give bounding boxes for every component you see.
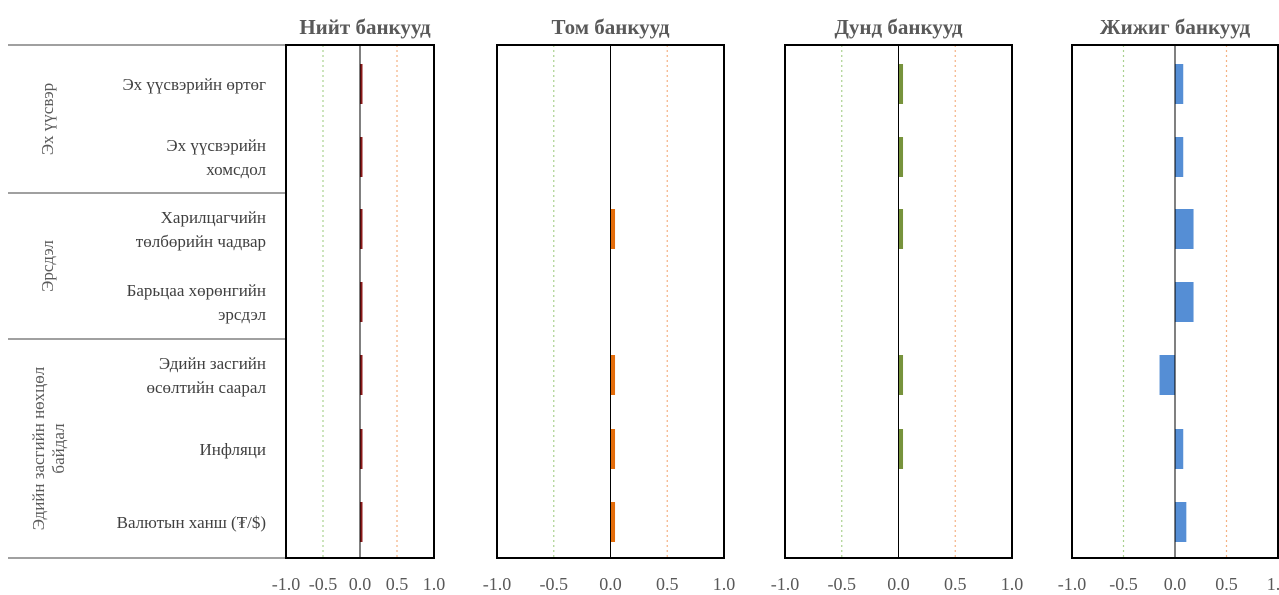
bar (360, 64, 363, 104)
panel-2: Том банкууд -1.0 -0.5 0.0 0.5 1.0 (483, 15, 736, 594)
category-label: Харилцагчийн төлбөрийн чадвар (136, 208, 266, 251)
category-label: Валютын ханш (₮/$) (117, 513, 266, 532)
bar (898, 64, 904, 104)
panel-title: Жижиг банкууд (1100, 15, 1251, 39)
bar (898, 355, 904, 395)
bar (610, 209, 616, 249)
bar (1175, 64, 1184, 104)
panel-frame (784, 44, 1013, 559)
bar (360, 137, 363, 177)
category-axis: Эх үүсвэр Эрсдэл Эдийн засгийн нөхцөлбайда… (8, 44, 286, 559)
bar (610, 355, 616, 395)
panel-title: Том банкууд (552, 15, 670, 39)
category-label: Эх үүсвэрийн хомсдол (166, 136, 266, 179)
bar (360, 502, 363, 542)
panel-4: Жижиг банкууд -1.0 -0.5 0.0 0.5 1.0 (1058, 15, 1279, 594)
tick-label: 1.0 (1001, 574, 1024, 594)
category-label: Эдийн засгийн өсөлтийн саарал (146, 354, 266, 397)
tick-label: -0.5 (309, 574, 338, 594)
bar (610, 502, 616, 542)
tick-label: -1.0 (272, 574, 301, 594)
panel-frame (496, 44, 725, 559)
tick-label: 0.0 (599, 574, 622, 594)
bar (1175, 282, 1194, 322)
category-label: Инфляци (200, 440, 266, 459)
tick-label: 0.5 (1215, 574, 1238, 594)
bar (1175, 209, 1194, 249)
tick-label: 1.0 (1267, 574, 1279, 594)
panel-title: Нийт банкууд (299, 15, 431, 39)
category-label: Эх үүсвэрийн өртөг (122, 75, 266, 94)
tick-label: 0.0 (887, 574, 910, 594)
category-label: Барьцаа хөрөнгийн эрсдэл (127, 281, 267, 324)
tick-label: -1.0 (483, 574, 512, 594)
bar (360, 209, 363, 249)
tick-label: 0.5 (386, 574, 409, 594)
tick-label: 1.0 (713, 574, 736, 594)
panel-1: Нийт банкууд -1.0 -0.5 0.0 0.5 1.0 (272, 15, 446, 594)
tick-label: -0.5 (828, 574, 857, 594)
tick-label: 0.5 (944, 574, 967, 594)
bar (1175, 137, 1184, 177)
bar (360, 282, 363, 322)
bar (898, 209, 904, 249)
panel-frame (1071, 44, 1279, 559)
group-label: Эдийн засгийн нөхцөлбайдал (29, 366, 68, 530)
tick-label: 0.0 (349, 574, 372, 594)
bar (898, 429, 904, 469)
panel-3: Дунд банкууд -1.0 -0.5 0.0 0.5 1.0 (771, 15, 1024, 594)
tick-label: -0.5 (540, 574, 569, 594)
tick-label: 0.5 (656, 574, 679, 594)
bar (610, 429, 616, 469)
bar (1159, 355, 1175, 395)
panel-frame (285, 44, 435, 559)
bar (1175, 429, 1184, 469)
bar (360, 429, 363, 469)
group-label: Эх үүсвэр (38, 83, 57, 155)
group-label: Эрсдэл (38, 240, 57, 292)
tick-label: -0.5 (1109, 574, 1138, 594)
tick-label: -1.0 (1058, 574, 1087, 594)
tick-label: 1.0 (423, 574, 446, 594)
bar (1175, 502, 1187, 542)
panel-title: Дунд банкууд (834, 15, 962, 39)
tick-label: 0.0 (1164, 574, 1187, 594)
bar (360, 355, 363, 395)
tick-label: -1.0 (771, 574, 800, 594)
bar (898, 137, 904, 177)
